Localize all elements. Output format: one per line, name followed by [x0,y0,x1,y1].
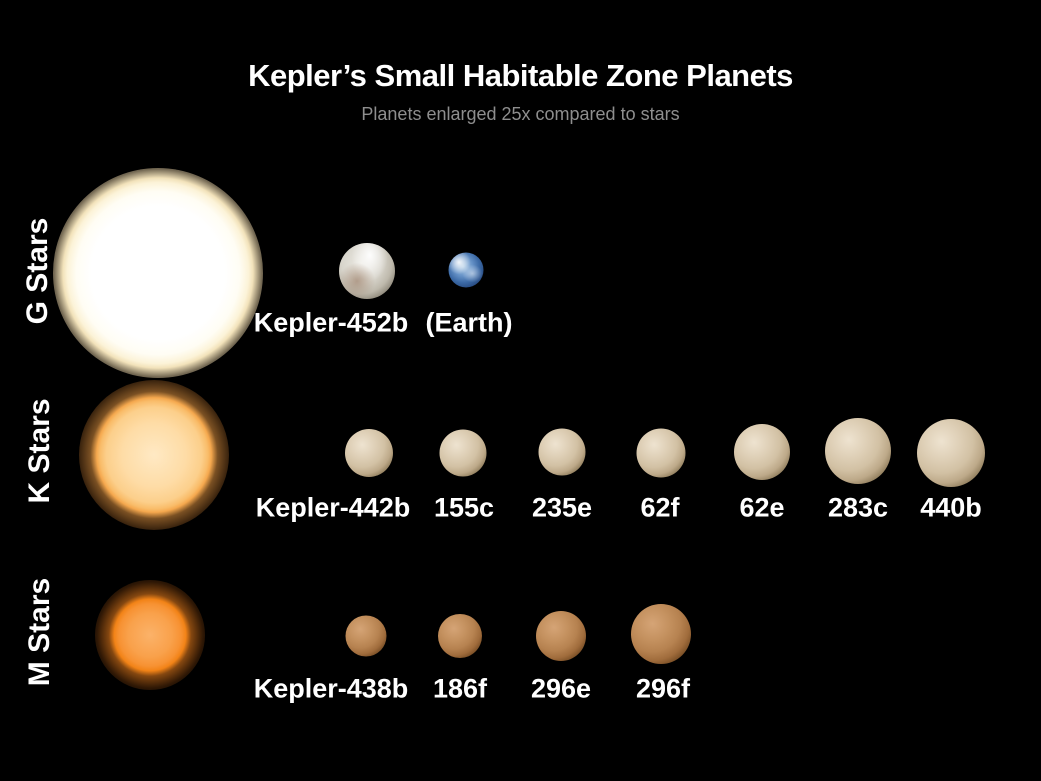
label-kepler-296e: 296e [530,673,592,704]
planet-kepler-296e-icon [536,611,586,661]
planet-kepler-62f-icon [636,428,686,478]
label-kepler-62e: 62e [739,492,785,523]
label-kepler-442b: Kepler-442b [255,492,411,523]
planet-kepler-186f-icon [438,614,482,658]
label-kepler-155c: 155c [433,492,495,523]
label-kepler-438b: Kepler-438b [253,673,409,704]
m-star-icon [95,580,205,690]
row-label-g-stars: G Stars [21,217,54,325]
label-kepler-283c: 283c [827,492,889,523]
planet-earth-icon [448,252,484,288]
label-kepler-440b: 440b [920,492,982,523]
row-label-k-stars: K Stars [23,398,56,504]
label-kepler-186f: 186f [432,673,488,704]
row-label-m-stars: M Stars [23,577,56,687]
label-kepler-235e: 235e [531,492,593,523]
planet-kepler-440b-icon [917,419,985,487]
planet-kepler-283c-icon [825,418,891,484]
planet-kepler-438b-icon [345,615,387,657]
planet-kepler-235e-icon [538,428,586,476]
planet-kepler-155c-icon [439,429,487,477]
planet-kepler-442b-icon [345,429,393,477]
g-star-icon [53,168,263,378]
label-earth: (Earth) [425,307,513,338]
label-kepler-62f: 62f [640,492,680,523]
planet-kepler-62e-icon [734,424,790,480]
label-kepler-296f: 296f [635,673,691,704]
label-kepler-452b: Kepler-452b [253,307,409,338]
page-title: Kepler’s Small Habitable Zone Planets [248,58,793,93]
planet-kepler-296f-icon [631,604,691,664]
planet-kepler-452b-icon [339,243,395,299]
k-star-icon [79,380,229,530]
page-subtitle: Planets enlarged 25x compared to stars [361,104,680,124]
